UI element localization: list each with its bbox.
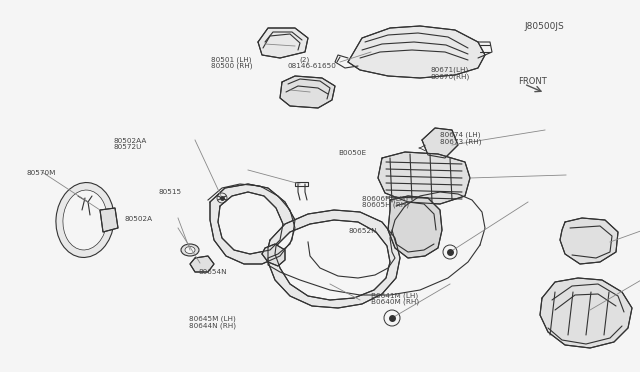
Ellipse shape (181, 244, 199, 256)
Text: 80652N: 80652N (349, 228, 378, 234)
Text: 80671(LH): 80671(LH) (430, 67, 468, 73)
Polygon shape (378, 152, 470, 204)
Text: 80572U: 80572U (114, 144, 142, 150)
Text: B0050E: B0050E (338, 150, 366, 155)
Polygon shape (348, 26, 485, 78)
Ellipse shape (56, 183, 114, 257)
Polygon shape (540, 278, 632, 348)
Text: 80654N: 80654N (198, 269, 227, 275)
Text: 80501 (LH): 80501 (LH) (211, 57, 252, 63)
Polygon shape (422, 128, 458, 158)
Polygon shape (210, 184, 295, 264)
Text: 80674 (LH): 80674 (LH) (440, 132, 481, 138)
Text: (2): (2) (300, 57, 310, 63)
Text: 80515: 80515 (159, 189, 182, 195)
Text: 80570M: 80570M (27, 170, 56, 176)
Polygon shape (262, 244, 285, 266)
Text: 08146-61650: 08146-61650 (288, 63, 337, 69)
Text: 80605H (RH): 80605H (RH) (362, 201, 408, 208)
Text: 80502AA: 80502AA (114, 138, 147, 144)
Polygon shape (258, 28, 308, 58)
Polygon shape (218, 192, 283, 254)
Ellipse shape (185, 247, 195, 253)
Text: FRONT: FRONT (518, 77, 547, 86)
Text: 80500 (RH): 80500 (RH) (211, 63, 253, 70)
Polygon shape (275, 220, 390, 300)
Polygon shape (388, 196, 442, 258)
Polygon shape (268, 210, 400, 308)
Polygon shape (560, 218, 618, 264)
Polygon shape (190, 256, 214, 272)
Polygon shape (100, 208, 118, 232)
Polygon shape (280, 76, 335, 108)
Text: 80502A: 80502A (125, 217, 153, 222)
Text: 80606H (LH): 80606H (LH) (362, 195, 408, 202)
Ellipse shape (63, 190, 107, 250)
Text: 80673 (RH): 80673 (RH) (440, 138, 482, 145)
Text: 80670(RH): 80670(RH) (430, 73, 469, 80)
Text: B0640M (RH): B0640M (RH) (371, 299, 419, 305)
Text: B0641M (LH): B0641M (LH) (371, 292, 419, 299)
Text: 80644N (RH): 80644N (RH) (189, 322, 236, 329)
Text: 80645M (LH): 80645M (LH) (189, 316, 236, 323)
Text: J80500JS: J80500JS (525, 22, 564, 31)
